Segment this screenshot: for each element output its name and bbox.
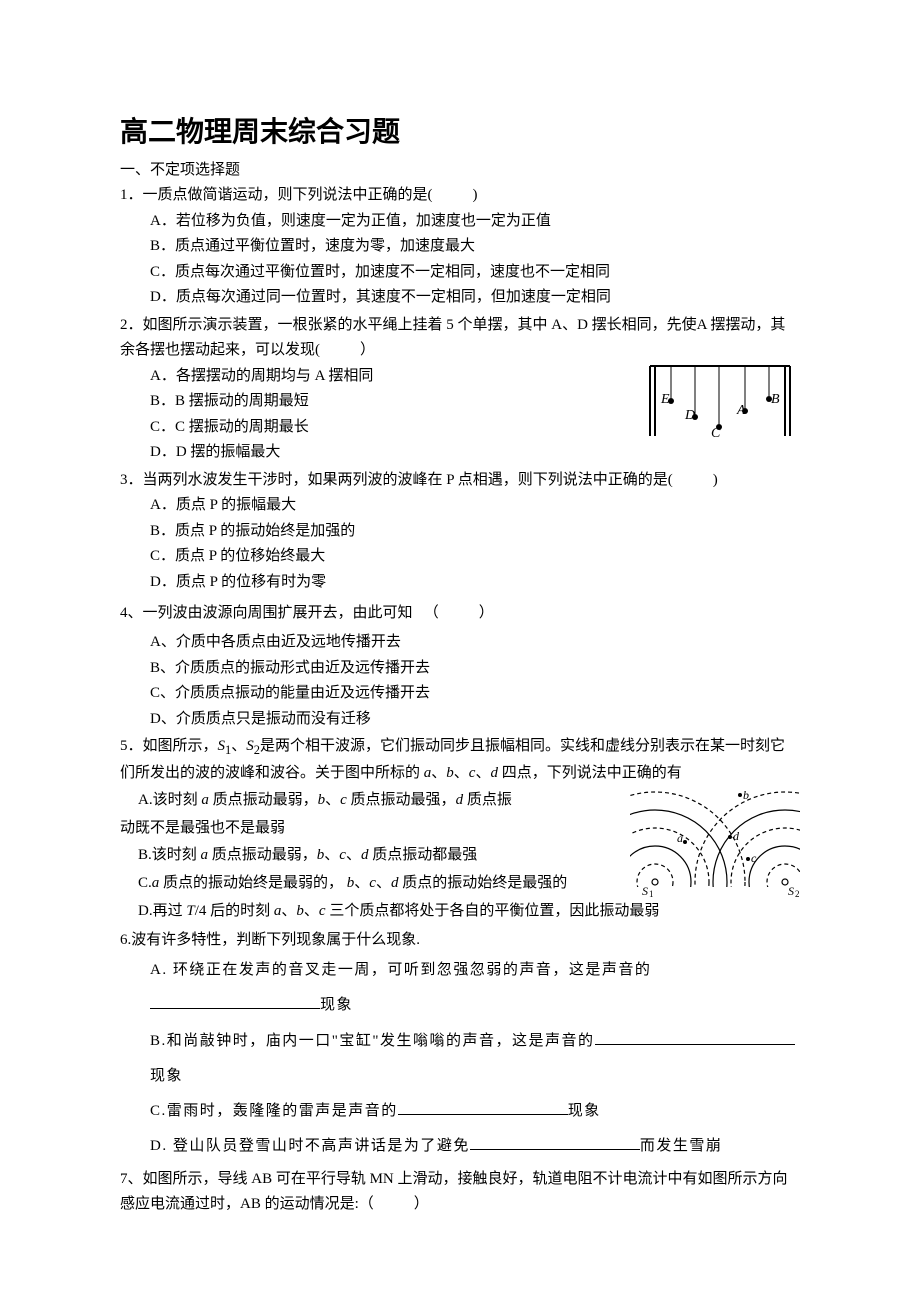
q5-text: 5．如图所示，S1、S2是两个相干波源，它们振动同步且振幅相同。实线和虚线分别表… [120,734,800,787]
q1-option-b: B．质点通过平衡位置时，速度为零，加速度最大 [150,234,800,260]
question-7: 7、如图所示，导线 AB 可在平行导轨 MN 上滑动，接触良好，轨道电阻不计电流… [120,1167,800,1218]
svg-text:2: 2 [795,889,800,897]
blank-input[interactable] [398,1100,568,1115]
question-2: 2．如图所示演示装置，一根张紧的水平绳上挂着 5 个单摆，其中 A、D 摆长相同… [120,313,800,466]
pendulum-diagram: E D C A B [645,361,795,439]
q3-option-d: D．质点 P 的位移有时为零 [150,570,800,596]
blank-input[interactable] [150,994,320,1009]
q6-option-a: A. 环绕正在发声的音叉走一周，可听到忽强忽弱的声音，这是声音的现象 [150,953,800,1024]
svg-text:C: C [711,426,721,439]
q3-options: A．质点 P 的振幅最大 B．质点 P 的振动始终是加强的 C．质点 P 的位移… [120,493,800,595]
page-title: 高二物理周末综合习题 [120,110,800,150]
blank-input[interactable] [595,1030,795,1045]
q7-text: 7、如图所示，导线 AB 可在平行导轨 MN 上滑动，接触良好，轨道电阻不计电流… [120,1167,800,1218]
question-5: 5．如图所示，S1、S2是两个相干波源，它们振动同步且振幅相同。实线和虚线分别表… [120,734,800,926]
question-1: 1．一质点做简谐运动，则下列说法中正确的是() A．若位移为负值，则速度一定为正… [120,183,800,311]
q2-text: 2．如图所示演示装置，一根张紧的水平绳上挂着 5 个单摆，其中 A、D 摆长相同… [120,313,800,364]
blank-input[interactable] [470,1135,640,1150]
svg-text:D: D [684,408,695,423]
q4-option-c: C、介质质点振动的能量由近及远传播开去 [150,681,800,707]
q1-text: 1．一质点做简谐运动，则下列说法中正确的是() [120,183,800,209]
q1-option-c: C．质点每次通过平衡位置时，加速度不一定相同，速度也不一定相同 [150,260,800,286]
svg-text:B: B [771,392,780,407]
question-6: 6.波有许多特性，判断下列现象属于什么现象. A. 环绕正在发声的音叉走一周，可… [120,928,800,1165]
q1-option-a: A．若位移为负值，则速度一定为正值，加速度也一定为正值 [150,209,800,235]
svg-text:S: S [788,884,794,897]
svg-text:1: 1 [649,889,654,897]
svg-text:a: a [677,831,683,845]
q4-option-b: B、介质质点的振动形式由近及远传播开去 [150,656,800,682]
svg-text:A: A [736,403,746,418]
q6-option-c: C.雷雨时，轰隆隆的雷声是声音的现象 [150,1094,800,1129]
q1-options: A．若位移为负值，则速度一定为正值，加速度也一定为正值 B．质点通过平衡位置时，… [120,209,800,311]
q6-options: A. 环绕正在发声的音叉走一周，可听到忽强忽弱的声音，这是声音的现象 B.和尚敲… [120,953,800,1165]
svg-text:b: b [743,788,749,802]
svg-text:d: d [733,829,740,843]
section-header: 一、不定项选择题 [120,158,800,179]
interference-diagram: a b c d S 1 S 2 [630,787,800,897]
q1-option-d: D．质点每次通过同一位置时，其速度不一定相同，但加速度一定相同 [150,285,800,311]
svg-text:c: c [751,851,757,865]
q4-options: A、介质中各质点由近及远地传播开去 B、介质质点的振动形式由近及远传播开去 C、… [120,630,800,732]
q2-option-d: D．D 摆的振幅最大 [150,440,800,466]
q6-option-d: D. 登山队员登雪山时不高声讲话是为了避免而发生雪崩 [150,1129,800,1164]
q3-option-c: C．质点 P 的位移始终最大 [150,544,800,570]
svg-text:S: S [642,884,648,897]
q5-option-d: D.再过 T/4 后的时刻 a、b、c 三个质点都将处于各自的平衡位置，因此振动… [138,898,800,926]
q6-option-b: B.和尚敲钟时，庙内一口"宝缸"发生嗡嗡的声音，这是声音的现象 [150,1024,800,1095]
q6-text: 6.波有许多特性，判断下列现象属于什么现象. [120,928,800,954]
q3-option-a: A．质点 P 的振幅最大 [150,493,800,519]
q3-option-b: B．质点 P 的振动始终是加强的 [150,519,800,545]
question-3: 3．当两列水波发生干涉时，如果两列波的波峰在 P 点相遇，则下列说法中正确的是(… [120,468,800,596]
question-4: 4、一列波由波源向周围扩展开去，由此可知 （） A、介质中各质点由近及远地传播开… [120,597,800,732]
svg-text:E: E [660,392,670,407]
q4-option-d: D、介质质点只是振动而没有迁移 [150,707,800,733]
q4-option-a: A、介质中各质点由近及远地传播开去 [150,630,800,656]
q4-text: 4、一列波由波源向周围扩展开去，由此可知 （） [120,597,800,630]
q3-text: 3．当两列水波发生干涉时，如果两列波的波峰在 P 点相遇，则下列说法中正确的是(… [120,468,800,494]
